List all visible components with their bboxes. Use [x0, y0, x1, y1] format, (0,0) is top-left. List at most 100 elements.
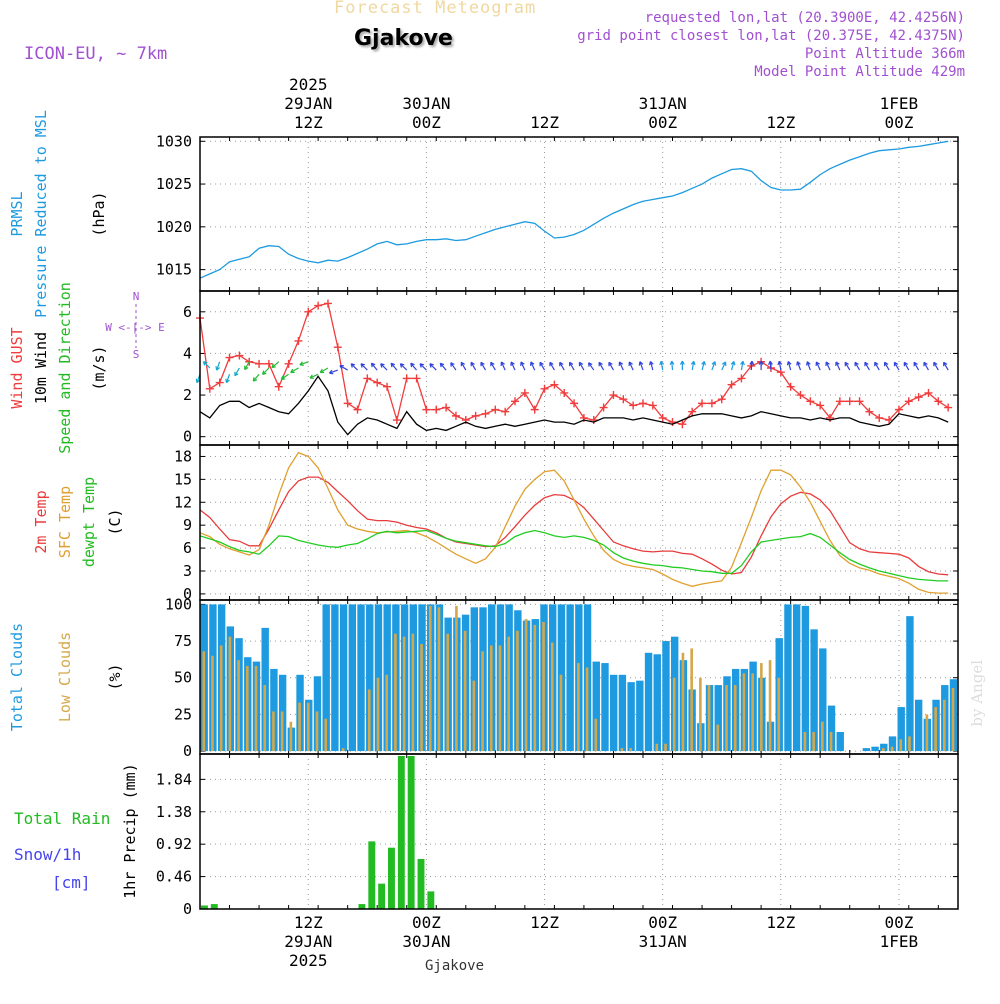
wind-arrow [690, 360, 696, 371]
wind-arrow [578, 361, 585, 371]
low-cloud-bar [699, 677, 702, 752]
wind-arrow [749, 360, 755, 371]
gust-marker [511, 397, 520, 406]
wind-arrow [777, 360, 783, 371]
series-pressure [199, 140, 949, 279]
wind-arrow [638, 361, 644, 371]
wind-arrow [815, 361, 821, 371]
gust-marker [570, 399, 579, 408]
wind-arrow [252, 373, 260, 382]
wind-arrow [711, 361, 717, 371]
low-cloud-bar [446, 633, 450, 752]
low-cloud-bar [263, 685, 267, 752]
wind-arrow [271, 361, 280, 369]
label-total-clouds: Total Clouds [8, 623, 26, 731]
low-cloud-bar [237, 660, 240, 752]
wind-arrow [659, 360, 665, 371]
low-cloud-bar [367, 689, 371, 752]
label-hpa: (hPa) [90, 191, 108, 236]
low-cloud-bar [315, 711, 319, 752]
gust-marker [343, 399, 352, 408]
top-time-label: 00Z [884, 113, 913, 132]
y-tick-label: 6 [183, 303, 192, 321]
label-percent: (%) [106, 663, 124, 690]
gust-marker [264, 359, 273, 368]
wind-arrow [520, 361, 526, 371]
wind-arrow [559, 361, 565, 371]
total-cloud-bar [339, 604, 348, 752]
top-time-label: 31JAN [639, 94, 687, 113]
panel-temperature: 0 3 6 9 12 15 18 [174, 444, 959, 603]
low-cloud-bar [751, 673, 754, 752]
low-cloud-bar [733, 685, 737, 752]
total-cloud-bar [801, 605, 810, 752]
low-cloud-bar [246, 666, 249, 752]
panel-wind: 0 2 4 6 [183, 290, 959, 446]
gust-marker [678, 420, 687, 429]
rain-bar [397, 756, 405, 909]
low-cloud-bar [463, 630, 467, 752]
gust-marker [471, 411, 480, 420]
wind-arrow [806, 361, 811, 371]
label-c: (C) [106, 508, 124, 535]
y-tick-label: 50 [174, 669, 192, 687]
wind-arrow [480, 361, 487, 371]
wind-arrow [864, 361, 870, 371]
wind-arrow [549, 361, 555, 371]
compass-we: W <-|-> E [105, 321, 165, 334]
y-tick-label: 75 [174, 632, 192, 650]
bottom-time-label: 31JAN [639, 932, 687, 951]
low-cloud-bar [890, 746, 894, 752]
gust-marker [451, 411, 460, 420]
y-tick-label: 1025 [156, 175, 192, 193]
gust-marker [501, 407, 510, 416]
total-cloud-bar [366, 604, 374, 752]
rain-bar [407, 756, 415, 909]
wind-arrow [758, 360, 764, 371]
low-cloud-bar [629, 748, 632, 752]
bottom-time-label: 29JAN [284, 932, 332, 951]
total-cloud-bar [714, 685, 722, 752]
gust-marker [638, 399, 647, 408]
label-prmsl: PRMSL [8, 191, 26, 236]
gust-marker [885, 416, 894, 425]
location-title: Gjakove [354, 26, 453, 51]
gust-marker [294, 336, 303, 345]
low-cloud-bar [821, 721, 824, 752]
gust-marker [727, 380, 736, 389]
low-cloud-bar [812, 732, 815, 752]
total-cloud-bar [592, 661, 600, 752]
gust-marker [934, 397, 943, 406]
wind-arrow [280, 373, 289, 381]
low-cloud-bar [707, 685, 711, 752]
wind-arrow [328, 369, 339, 375]
y-tick-label: 1030 [156, 132, 192, 150]
low-cloud-bar [803, 732, 807, 752]
gust-marker [609, 391, 618, 400]
y-tick-label: 100 [165, 595, 192, 613]
wind-arrow [429, 363, 437, 371]
wind-arrow [460, 361, 467, 371]
rain-bar [200, 905, 208, 909]
wind-arrow [903, 361, 910, 371]
wind-arrow [319, 367, 329, 374]
gust-marker [845, 397, 854, 406]
low-cloud-bar [925, 714, 929, 752]
wind-arrow [618, 361, 624, 371]
total-cloud-bar [827, 705, 836, 752]
wind-arrow [380, 363, 388, 371]
low-cloud-bar [542, 622, 545, 752]
wind-arrow [234, 367, 240, 377]
wind-arrow [390, 362, 398, 371]
low-cloud-bar [577, 663, 580, 752]
total-cloud-bar [627, 682, 635, 752]
low-cloud-bar [254, 666, 258, 752]
gust-marker [540, 384, 549, 393]
y-tick-label: 0 [183, 900, 192, 918]
low-cloud-bar [202, 651, 206, 752]
panel-frame [199, 753, 959, 910]
y-tick-label: 1.84 [156, 770, 192, 788]
low-cloud-bar [533, 624, 537, 752]
gust-marker [855, 397, 864, 406]
label-cm: [cm] [52, 873, 91, 892]
